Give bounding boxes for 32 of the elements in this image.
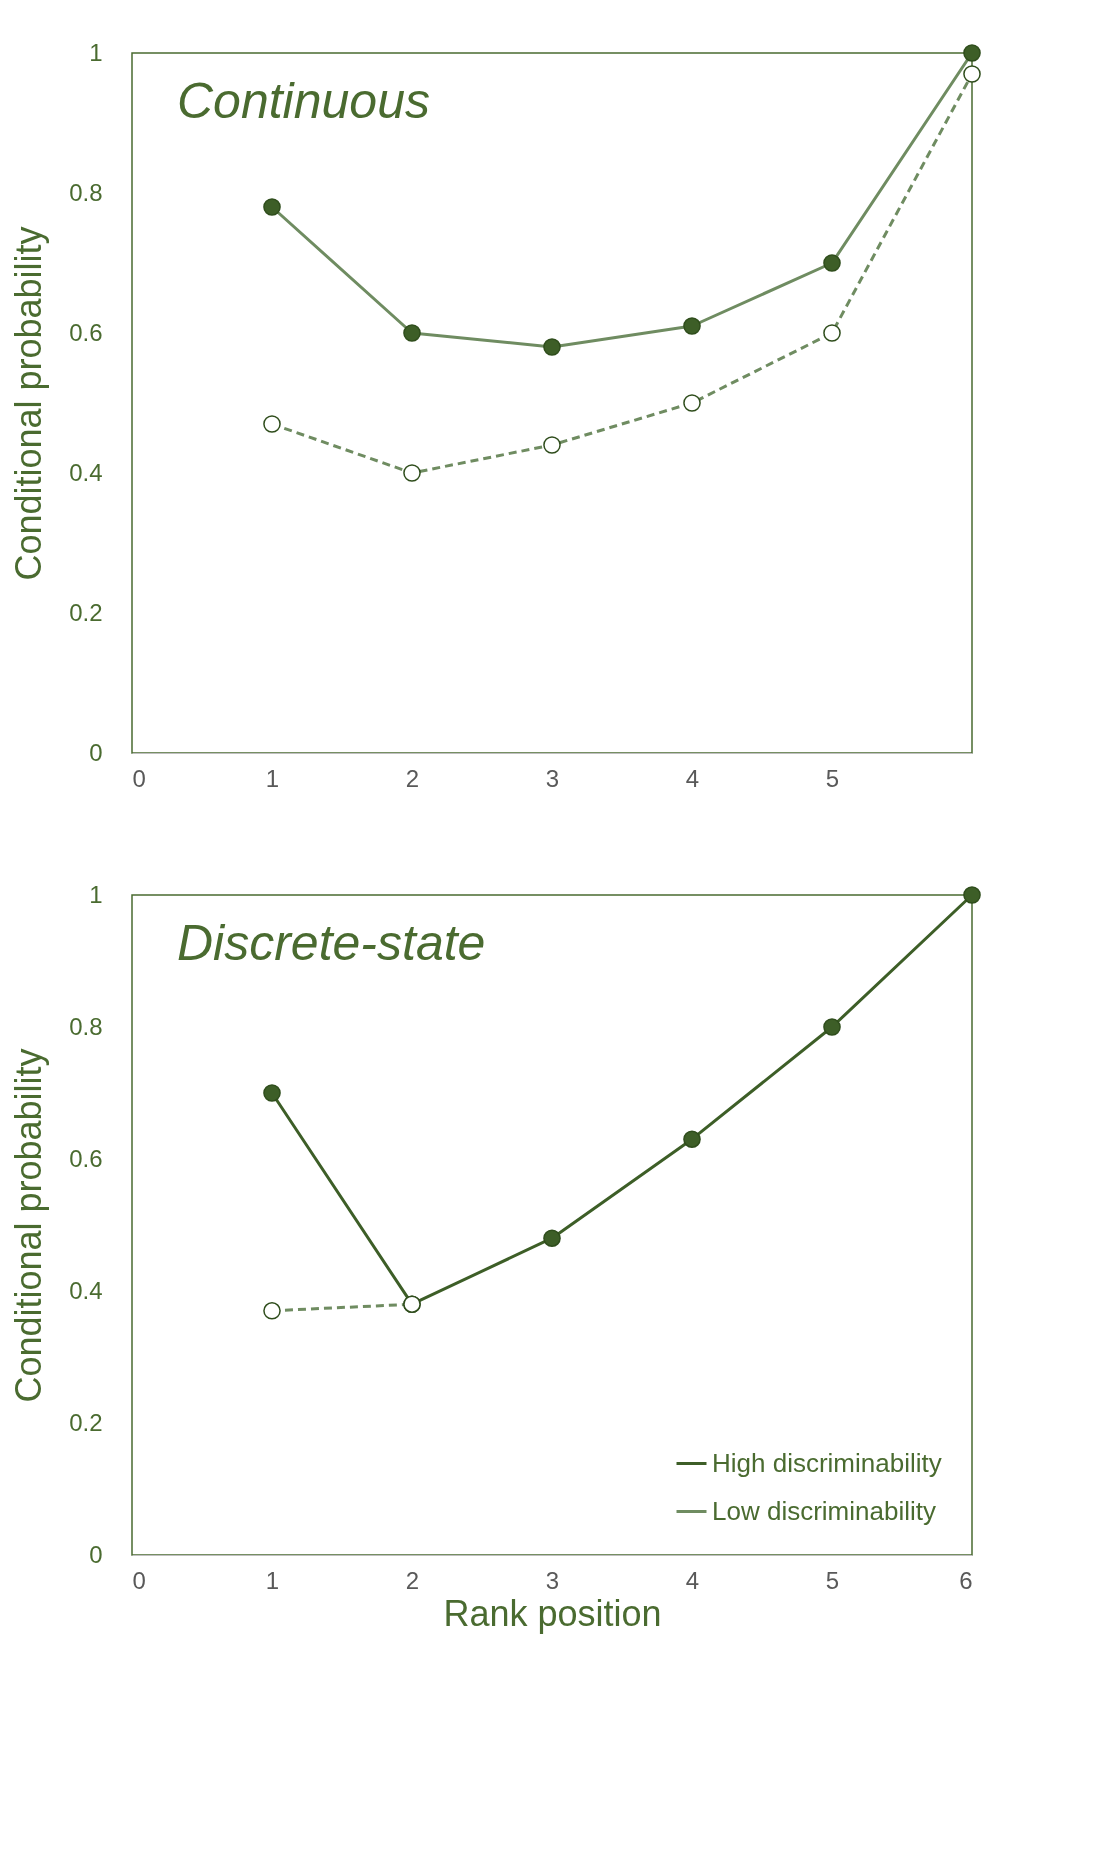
x-tick-label: 4	[685, 1566, 700, 1594]
x-tick-label: 1	[265, 764, 280, 792]
y-tick-label: 0	[89, 1540, 103, 1568]
x-tick-label: 2	[405, 1566, 420, 1594]
y-axis-title: Conditional probability	[8, 1048, 50, 1403]
chart-title: Discrete-state	[177, 915, 486, 971]
x-tick-label: 2	[405, 764, 420, 792]
y-tick-label: 0.4	[69, 458, 103, 486]
chart-title: Continuous	[177, 73, 430, 129]
y-tick-label: 0.2	[69, 598, 103, 626]
y-tick-label: 0.6	[69, 318, 103, 346]
x-tick-label: 0	[132, 1566, 146, 1594]
x-axis-title: Rank position	[443, 1592, 662, 1634]
y-tick-label: 0.8	[69, 1012, 103, 1040]
y-tick-label: 0.2	[69, 1408, 103, 1436]
x-tick-label: 5	[825, 1566, 840, 1594]
x-tick-label: 6	[959, 1566, 973, 1594]
y-tick-label: 0.4	[69, 1276, 103, 1304]
y-tick-label: 1	[89, 880, 103, 908]
legend-label: Low discriminability	[712, 1495, 936, 1526]
y-tick-label: 1	[89, 38, 103, 66]
x-tick-label: 1	[265, 1566, 280, 1594]
x-tick-label: 3	[545, 764, 560, 792]
x-tick-label: 0	[132, 764, 146, 792]
y-tick-label: 0	[89, 738, 103, 766]
y-axis-title: Conditional probability	[8, 226, 50, 581]
legend-label: High discriminability	[712, 1447, 942, 1478]
y-tick-label: 0.6	[69, 1144, 103, 1172]
x-tick-label: 3	[545, 1566, 560, 1594]
x-tick-label: 4	[685, 764, 700, 792]
y-tick-label: 0.8	[69, 178, 103, 206]
x-tick-label: 5	[825, 764, 840, 792]
